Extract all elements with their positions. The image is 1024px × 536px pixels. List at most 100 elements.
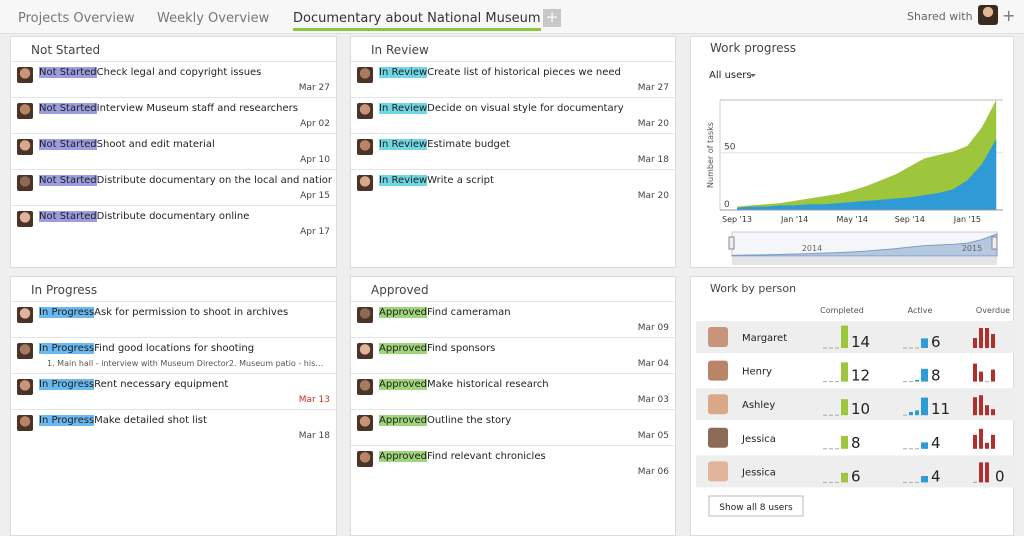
task-line: In ReviewEstimate budget — [379, 139, 671, 150]
tab[interactable]: Weekly Overview — [157, 11, 270, 26]
task-date: Mar 09 — [637, 323, 669, 333]
task-date: Mar 13 — [298, 395, 330, 405]
person-name: Henry — [742, 367, 772, 378]
task-line: In ProgressRent necessary equipment — [39, 379, 332, 390]
status-badge: In Progress — [39, 307, 95, 318]
filter-caret — [750, 74, 756, 77]
task-row[interactable]: In ProgressMake detailed shot list Mar 18 — [11, 409, 336, 445]
status-badge: Not Started — [39, 67, 97, 78]
task-line: ApprovedFind cameraman — [379, 307, 671, 318]
nav-handle[interactable] — [991, 236, 998, 250]
trend-bar — [985, 405, 989, 416]
task-panel: Approved ApprovedFind cameraman Mar 09 Appr… — [350, 276, 676, 536]
task-date: Mar 18 — [637, 155, 669, 165]
status-badge: Not Started — [39, 139, 97, 150]
avatar — [17, 307, 33, 323]
status-badge: In Progress — [39, 415, 95, 426]
task-row[interactable]: In ReviewEstimate budget Mar 18 — [351, 133, 675, 169]
task-line: ApprovedFind relevant chronicles — [379, 451, 671, 462]
value-bar — [841, 399, 848, 416]
person-row-bg — [696, 455, 1014, 488]
trend-bar — [985, 442, 989, 449]
task-row[interactable]: In ReviewWrite a script Mar 20 — [351, 169, 675, 205]
value-label: 8 — [851, 434, 861, 452]
trend-bar — [979, 371, 983, 382]
avatar — [357, 379, 373, 395]
value-label: 11 — [931, 400, 950, 418]
task-title: Decide on visual style for documentary — [427, 103, 624, 114]
show-all-button[interactable] — [708, 495, 804, 517]
task-row[interactable]: Not StartedShoot and edit material Apr 10 — [11, 133, 336, 169]
status-badge: Approved — [379, 379, 427, 390]
task-row[interactable]: ApprovedOutline the story Mar 05 — [351, 409, 675, 445]
task-row[interactable]: In ProgressFind good locations for shoot… — [11, 337, 336, 373]
task-row[interactable]: ApprovedFind cameraman Mar 09 — [351, 301, 675, 337]
task-row[interactable]: ApprovedFind sponsors Mar 04 — [351, 337, 675, 373]
status-badge: Approved — [379, 451, 427, 462]
trend-bar — [985, 328, 989, 348]
avatar — [17, 415, 33, 431]
task-row[interactable]: ApprovedMake historical research Mar 03 — [351, 373, 675, 409]
avatar — [357, 139, 373, 155]
shared-with-label: Shared with — [907, 10, 973, 23]
avatar — [17, 175, 33, 191]
value-bar — [841, 325, 848, 348]
task-row[interactable]: In ProgressRent necessary equipment Mar 1… — [11, 373, 336, 409]
task-line: ApprovedMake historical research — [379, 379, 671, 390]
task-row[interactable]: In ReviewCreate list of historical piece… — [351, 61, 675, 97]
trend-bar — [991, 434, 995, 449]
y-tick-label: 0 — [724, 200, 730, 210]
status-badge: Approved — [379, 307, 427, 318]
person-row-bg — [696, 388, 1014, 421]
status-badge: Approved — [379, 415, 427, 426]
show-all-label[interactable]: Show all 8 users — [719, 503, 793, 513]
status-badge: Not Started — [39, 103, 97, 114]
task-title: Find good locations for shooting — [94, 343, 255, 354]
avatar — [17, 211, 33, 227]
task-row[interactable]: In ProgressAsk for permission to shoot i… — [11, 301, 336, 337]
share-add-button[interactable]: + — [1002, 6, 1016, 25]
task-title: Make detailed shot list — [94, 415, 207, 426]
panel-title: In Progress — [31, 283, 98, 297]
scrollbar — [732, 257, 997, 265]
task-title: Shoot and edit material — [96, 139, 215, 150]
task-row[interactable]: ApprovedFind relevant chronicles Mar 06 — [351, 445, 675, 481]
value-label: 4 — [931, 434, 941, 452]
task-line: In ReviewDecide on visual style for docu… — [379, 103, 671, 114]
task-panel: In Review In ReviewCreate list of histori… — [350, 36, 676, 268]
y-axis-label: Number of tasks — [706, 122, 715, 188]
task-row[interactable]: Not StartedDistribute documentary on the… — [11, 169, 336, 205]
task-date: Apr 17 — [300, 227, 330, 237]
trend-bar — [979, 328, 983, 348]
task-panel: Not Started Not StartedCheck legal and co… — [10, 36, 337, 268]
x-tick-label: May '14 — [836, 215, 867, 224]
nav-handle[interactable] — [728, 236, 735, 250]
trend-bar — [979, 428, 983, 449]
task-title: Find cameraman — [426, 307, 511, 318]
task-row[interactable]: Not StartedCheck legal and copyright iss… — [11, 61, 336, 97]
status-badge: Not Started — [39, 211, 97, 222]
tab[interactable]: Projects Overview — [18, 11, 135, 26]
status-badge: Approved — [379, 343, 427, 354]
task-row[interactable]: In ReviewDecide on visual style for docu… — [351, 97, 675, 133]
tab[interactable]: Documentary about National Museum — [293, 11, 541, 31]
task-row[interactable]: Not StartedInterview Museum staff and re… — [11, 97, 336, 133]
x-tick-label: Sep '13 — [722, 215, 752, 224]
task-line: ApprovedOutline the story — [379, 415, 671, 426]
add-tab-button[interactable]: + — [543, 9, 561, 27]
task-date: Mar 27 — [637, 83, 669, 93]
value-bar — [841, 472, 848, 483]
avatar — [17, 379, 33, 395]
area-series — [737, 100, 997, 210]
trend-bar — [991, 409, 995, 416]
trend-bar — [915, 410, 919, 416]
trend-bar — [973, 338, 977, 348]
task-row[interactable]: Not StartedDistribute documentary online… — [11, 205, 336, 241]
task-title: Distribute documentary on the local and … — [96, 175, 332, 186]
shared-avatar[interactable] — [978, 5, 998, 25]
avatar — [357, 307, 373, 323]
task-date: Mar 03 — [637, 395, 669, 405]
task-title: Create list of historical pieces we need — [427, 67, 621, 78]
task-date: Mar 04 — [637, 359, 669, 369]
task-title: Find relevant chronicles — [426, 451, 546, 462]
